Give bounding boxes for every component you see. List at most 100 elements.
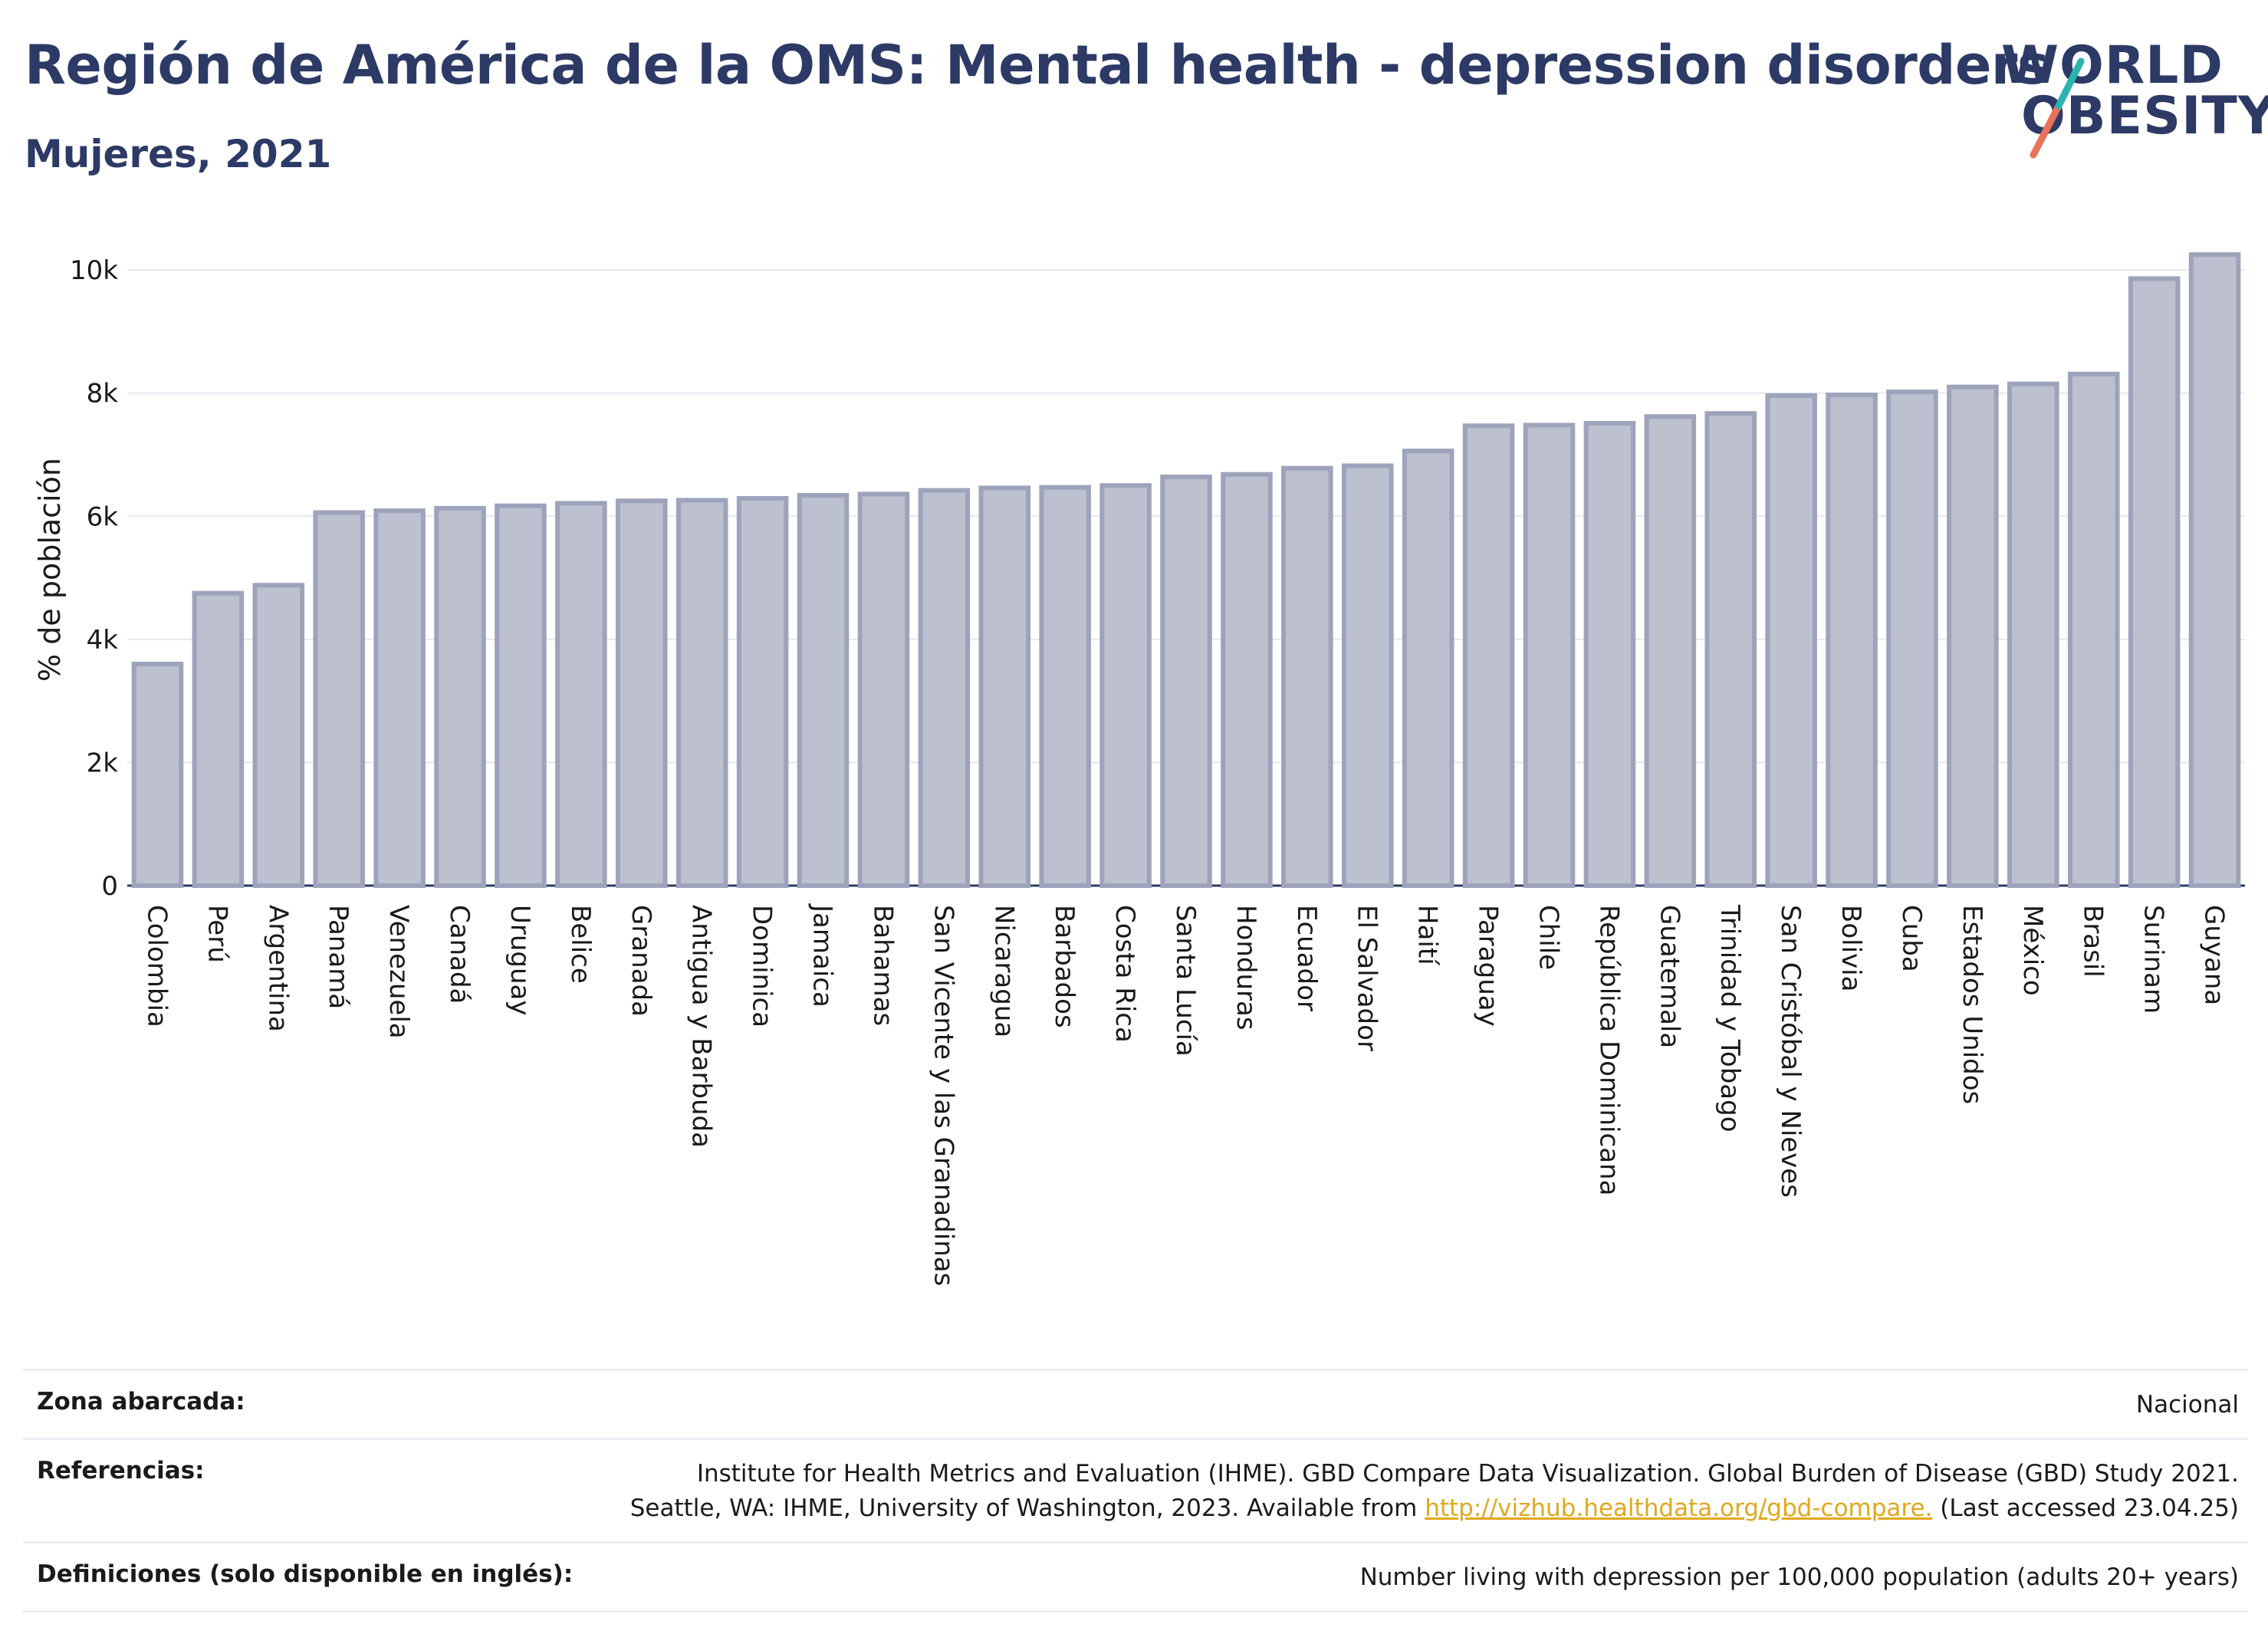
referencias-label: Referencias: (37, 1456, 205, 1484)
info-row-zona: Zona abarcada: Nacional (23, 1369, 2248, 1438)
info-table: Zona abarcada: Nacional Referencias: Ins… (23, 1369, 2248, 1613)
bar[interactable] (192, 590, 245, 888)
x-tick-label: Antigua y Barbuda (686, 905, 717, 1148)
bar[interactable] (797, 492, 850, 888)
x-tick-label: Costa Rica (1109, 905, 1140, 1043)
bar[interactable] (313, 510, 365, 888)
x-tick-label: Estados Unidos (1957, 905, 1987, 1104)
x-tick-label: Jamaica (807, 903, 838, 1008)
chart-title: Región de América de la OMS: Mental heal… (25, 34, 2049, 97)
x-tick-label: Barbados (1049, 905, 1080, 1028)
x-tick-label: Venezuela (383, 905, 414, 1039)
x-tick-label: Perú (202, 905, 232, 963)
x-tick-label: Colombia (141, 905, 172, 1027)
bar[interactable] (1039, 485, 1091, 888)
x-tick-label: Belice (565, 905, 596, 984)
x-tick-label: Panamá (323, 905, 353, 1009)
x-tick-label: Guyana (2199, 905, 2230, 1005)
bar[interactable] (2128, 276, 2181, 888)
bar[interactable] (1281, 465, 1333, 888)
bar-chart: 0 2k 4k 6k 8k 10k Colombia Perú Argentina Panamá… (33, 252, 2245, 1286)
x-tick-label: Canadá (444, 905, 475, 1004)
y-tick-label: 0 (101, 871, 118, 902)
bar[interactable] (1765, 393, 1817, 888)
referencias-line-2-pre: Seattle, WA: IHME, University of Washing… (629, 1494, 1425, 1522)
x-tick-label: Nicaragua (988, 905, 1019, 1037)
bar[interactable] (675, 498, 728, 888)
x-tick-label: Trinidad y Tobago (1714, 904, 1745, 1133)
bar[interactable] (1886, 390, 1938, 888)
bar[interactable] (2067, 371, 2120, 889)
referencias-line-1: Institute for Health Metrics and Evaluat… (696, 1459, 2239, 1488)
chart-subtitle: Mujeres, 2021 (25, 132, 332, 176)
bar[interactable] (252, 583, 305, 888)
bar[interactable] (1826, 393, 1878, 888)
referencias-line-2-post: (Last accessed 23.04.25) (1932, 1494, 2239, 1522)
bar[interactable] (1704, 411, 1757, 888)
x-tick-label: Uruguay (505, 905, 535, 1016)
x-tick-label: Dominica (747, 905, 777, 1027)
bar[interactable] (1947, 384, 1999, 888)
bar[interactable] (373, 508, 426, 888)
y-tick-label: 10k (70, 255, 118, 286)
x-tick-label: Cuba (1896, 905, 1927, 972)
bar[interactable] (555, 501, 607, 888)
x-tick-label: Haití (1412, 905, 1443, 966)
y-tick-label: 2k (87, 748, 119, 778)
x-tick-label: Argentina (262, 905, 293, 1032)
x-tick-label: República Dominicana (1593, 905, 1624, 1195)
x-tick-label: Santa Lucía (1170, 905, 1201, 1057)
info-row-referencias: Referencias: Institute for Health Metric… (23, 1437, 2248, 1541)
ihme-link[interactable]: http://vizhub.healthdata.org/gbd-compare… (1425, 1494, 1933, 1522)
x-tick-label: San Vicente y las Granadinas (928, 905, 958, 1286)
logo-slash-icon (2030, 58, 2085, 159)
bar[interactable] (615, 498, 668, 889)
bar[interactable] (2188, 252, 2241, 888)
y-tick-label: 4k (87, 625, 119, 656)
definiciones-value: Number living with depression per 100,00… (1359, 1563, 2239, 1591)
bar[interactable] (857, 492, 910, 888)
x-tick-labels: Colombia Perú Argentina Panamá Venezuela Cana… (141, 903, 2229, 1286)
bar[interactable] (1099, 483, 1152, 888)
x-tick-label: Ecuador (1291, 905, 1322, 1011)
zona-value: Nacional (2135, 1391, 2239, 1419)
x-tick-label: Brasil (2078, 905, 2109, 978)
x-tick-label: Surinam (2138, 905, 2169, 1014)
info-row-definiciones: Definiciones (solo disponible en inglés)… (23, 1540, 2248, 1613)
definiciones-label: Definiciones (solo disponible en inglés)… (37, 1560, 574, 1588)
bar[interactable] (131, 661, 184, 888)
bar[interactable] (1583, 421, 1636, 888)
y-tick-label: 6k (87, 501, 119, 532)
y-tick-label: 8k (87, 379, 119, 409)
bar[interactable] (495, 503, 547, 888)
referencias-value: Institute for Health Metrics and Evaluat… (630, 1457, 2239, 1526)
bar[interactable] (736, 495, 789, 889)
bars (131, 252, 2241, 889)
x-tick-label: Bolivia (1836, 905, 1866, 991)
world-obesity-logo: WORLD OBESITY (2001, 35, 2268, 163)
bar[interactable] (2007, 381, 2059, 888)
bar[interactable] (1523, 422, 1576, 888)
bar[interactable] (1402, 449, 1454, 888)
bar[interactable] (1462, 423, 1515, 888)
bar[interactable] (1160, 474, 1212, 888)
bar[interactable] (1341, 463, 1394, 888)
x-tick-label: San Cristóbal y Nieves (1775, 905, 1806, 1198)
bar[interactable] (434, 505, 486, 888)
x-tick-label: El Salvador (1352, 905, 1382, 1051)
bar[interactable] (1221, 472, 1273, 888)
x-tick-label: Guatemala (1654, 905, 1685, 1048)
bar[interactable] (1644, 414, 1697, 888)
x-tick-label: Paraguay (1473, 905, 1504, 1027)
zona-label: Zona abarcada: (37, 1388, 245, 1415)
bar[interactable] (978, 485, 1031, 888)
x-tick-label: Chile (1533, 905, 1563, 970)
y-tick-labels: 0 2k 4k 6k 8k 10k (70, 255, 118, 902)
bar[interactable] (918, 488, 971, 888)
x-tick-label: Honduras (1231, 905, 1261, 1031)
y-axis-label: % de población (33, 458, 67, 682)
x-tick-label: México (2017, 905, 2048, 996)
x-tick-label: Bahamas (867, 905, 898, 1026)
logo-word-world: WORLD (2001, 35, 2224, 96)
x-tick-label: Granada (626, 905, 656, 1017)
